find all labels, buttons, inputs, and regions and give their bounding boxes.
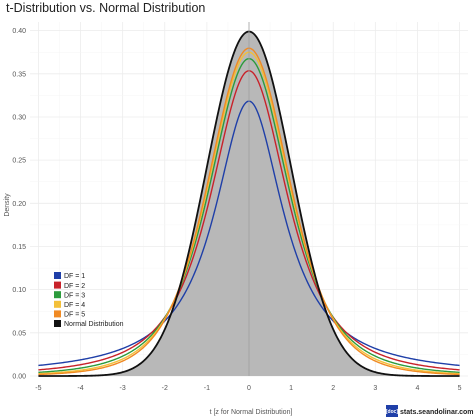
y-tick-label: 0.40: [12, 28, 26, 35]
y-tick-label: 0.35: [12, 71, 26, 78]
chart-title: t-Distribution vs. Normal Distribution: [6, 1, 205, 15]
y-tick-label: 0.20: [12, 201, 26, 208]
legend-item: Normal Distribution: [54, 320, 124, 328]
legend-item: DF = 5: [54, 310, 85, 319]
legend-label: Normal Distribution: [64, 321, 124, 328]
watermark: [doc] stats.seandolinar.com: [386, 405, 474, 417]
y-tick-label: 0.30: [12, 114, 26, 121]
y-tick-label: 0.25: [12, 158, 26, 165]
watermark-text: stats.seandolinar.com: [400, 409, 474, 416]
legend-swatch: [54, 281, 61, 289]
legend-item: DF = 4: [54, 300, 85, 309]
x-tick-label: 5: [458, 385, 462, 392]
y-tick-label: 0.05: [12, 330, 26, 337]
y-tick-label: 0.10: [12, 287, 26, 294]
legend-label: DF = 3: [64, 292, 85, 299]
y-ticks: 0.00 0.05 0.10 0.15 0.20 0.25 0.30 0.35 0.40: [12, 28, 26, 380]
legend-swatch: [54, 272, 61, 279]
legend-swatch: [54, 320, 61, 327]
legend-swatch: [54, 291, 61, 299]
x-tick-label: -3: [120, 385, 126, 392]
legend-label: DF = 4: [64, 302, 85, 309]
legend-item: DF = 2: [54, 281, 85, 290]
watermark-logo-icon: [386, 405, 398, 417]
watermark-badge: [doc]: [386, 409, 399, 415]
legend-label: DF = 2: [64, 283, 85, 290]
x-axis-label: t [z for Normal Distribution]: [210, 409, 293, 416]
x-tick-label: -4: [77, 385, 83, 392]
x-tick-label: 2: [331, 385, 335, 392]
x-tick-label: -1: [204, 385, 210, 392]
y-tick-label: 0.00: [12, 374, 26, 381]
x-tick-label: 4: [416, 385, 420, 392]
x-tick-label: -5: [35, 385, 41, 392]
legend-item: DF = 3: [54, 291, 85, 299]
x-ticks: -5 -4 -3 -2 -1 0 1 2 3 4 5: [35, 385, 461, 392]
x-tick-label: 0: [247, 385, 251, 392]
x-tick-label: 3: [373, 385, 377, 392]
x-tick-label: 1: [289, 385, 293, 392]
legend-label: DF = 5: [64, 312, 85, 319]
x-tick-label: -2: [162, 385, 168, 392]
legend: DF = 1 DF = 2 DF = 3 DF = 4 DF = 5 Normal Dis…: [54, 272, 124, 328]
y-tick-label: 0.15: [12, 244, 26, 251]
legend-item: DF = 1: [54, 272, 85, 280]
legend-swatch: [54, 310, 61, 318]
legend-swatch: [54, 300, 61, 308]
y-axis-label: Density: [4, 193, 11, 217]
legend-label: DF = 1: [64, 273, 85, 280]
